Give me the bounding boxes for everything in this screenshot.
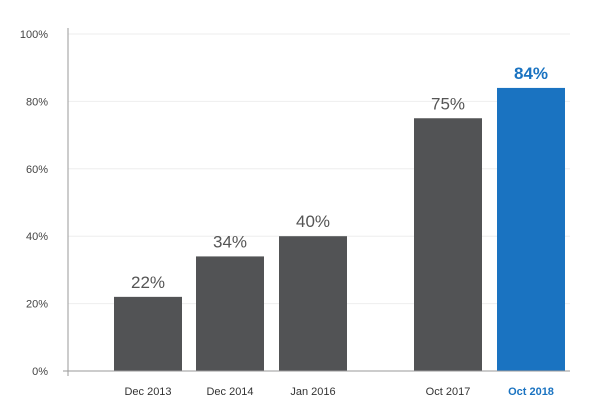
y-tick-label: 0% [32,366,48,378]
y-tick-label: 20% [26,299,48,311]
data-label: 34% [213,232,247,251]
x-tick-label: Oct 2017 [426,386,471,398]
axes [63,28,570,376]
x-tick-label: Jan 2016 [290,386,335,398]
bars [114,87,565,372]
data-label: 75% [431,94,465,113]
gridlines [68,33,570,305]
x-axis-labels: Dec 2013 Dec 2014 Jan 2016 Oct 2017 Oct 2018 [124,386,553,398]
x-tick-label: Dec 2014 [206,386,253,398]
bar-dec-2014 [196,256,264,371]
data-label: 84% [514,64,548,83]
y-tick-label: 80% [26,96,48,108]
bar-oct-2018 [497,87,565,372]
bar-dec-2013 [114,296,182,371]
data-labels: 22% 34% 40% 75% 84% [131,64,548,292]
y-tick-label: 40% [26,231,48,243]
data-label: 22% [131,273,165,292]
x-tick-label: Dec 2013 [124,386,171,398]
bar-oct-2017 [414,118,482,371]
bar-jan-2016 [279,236,347,371]
y-tick-label: 100% [20,29,48,41]
x-tick-label: Oct 2018 [508,386,554,398]
y-tick-label: 60% [26,164,48,176]
y-axis-ticks: 0% 20% 40% 60% 80% 100% [20,29,48,378]
data-label: 40% [296,212,330,231]
